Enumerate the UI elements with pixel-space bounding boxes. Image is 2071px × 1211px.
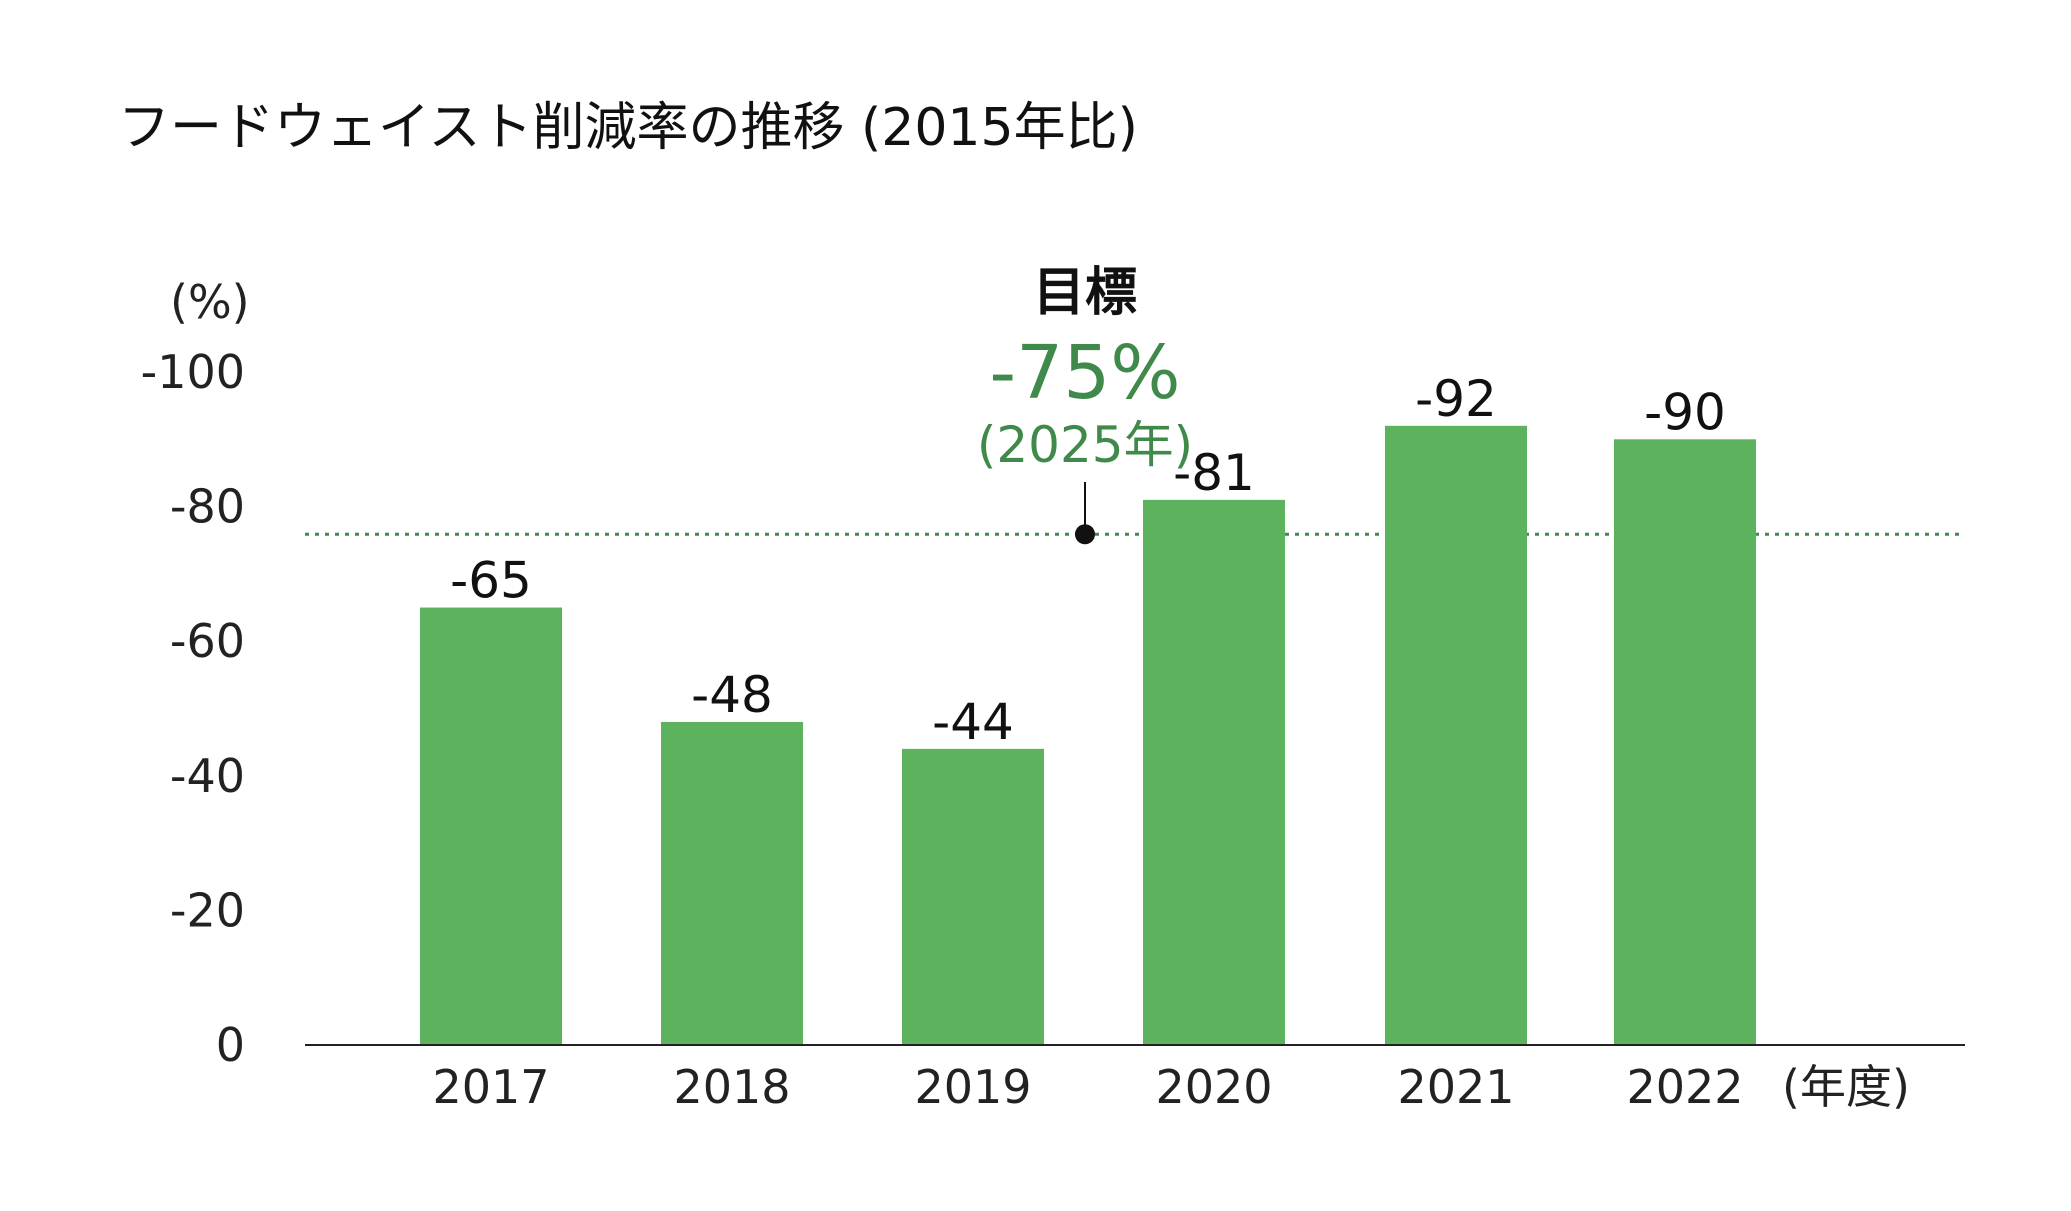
- target-annotation: 目標 -75% (2025年): [977, 263, 1193, 474]
- target-dot: [1075, 524, 1095, 545]
- y-tick-label: 0: [216, 1018, 245, 1072]
- bar-value-label: -90: [1644, 383, 1726, 441]
- bar-2022: [1614, 439, 1756, 1045]
- target-year: (2025年): [977, 416, 1193, 474]
- bar-2020: [1143, 499, 1285, 1045]
- bar-2018: [661, 721, 803, 1045]
- y-tick-label: -20: [170, 883, 245, 937]
- bar-value-label: -44: [932, 693, 1014, 751]
- bar-value-label: -92: [1415, 370, 1497, 428]
- x-tick-label: 2022: [1626, 1060, 1743, 1114]
- y-tick-label: -80: [170, 480, 245, 534]
- bar-2019: [902, 748, 1044, 1045]
- x-tick-label: 2019: [914, 1060, 1031, 1114]
- x-axis-ticks: 2017 2018 2019 2020 2021 2022: [432, 1060, 1743, 1114]
- y-axis-ticks: 0 -20 -40 -60 -80 -100: [141, 345, 245, 1072]
- y-tick-label: -100: [141, 345, 245, 399]
- x-tick-label: 2017: [432, 1060, 549, 1114]
- bar-2021: [1385, 425, 1527, 1046]
- y-axis-unit-label: (%): [170, 275, 250, 329]
- y-tick-label: -60: [170, 614, 245, 668]
- x-tick-label: 2020: [1155, 1060, 1272, 1114]
- x-axis-unit-label: (年度): [1782, 1060, 1910, 1114]
- chart-title: フードウェイスト削減率の推移 (2015年比): [118, 98, 1138, 158]
- bar-value-label: -65: [450, 552, 532, 610]
- y-tick-label: -40: [170, 749, 245, 803]
- bar-value-label: -48: [691, 666, 773, 724]
- bar-value-label: -81: [1173, 444, 1255, 502]
- bar-value-labels: -65 -48 -44 -81 -92 -90: [450, 370, 1726, 751]
- x-tick-label: 2018: [673, 1060, 790, 1114]
- x-tick-label: 2021: [1397, 1060, 1514, 1114]
- target-label: 目標: [1033, 263, 1137, 323]
- bar-2017: [420, 607, 562, 1045]
- target-value: -75%: [989, 330, 1180, 416]
- bars: [420, 425, 1756, 1046]
